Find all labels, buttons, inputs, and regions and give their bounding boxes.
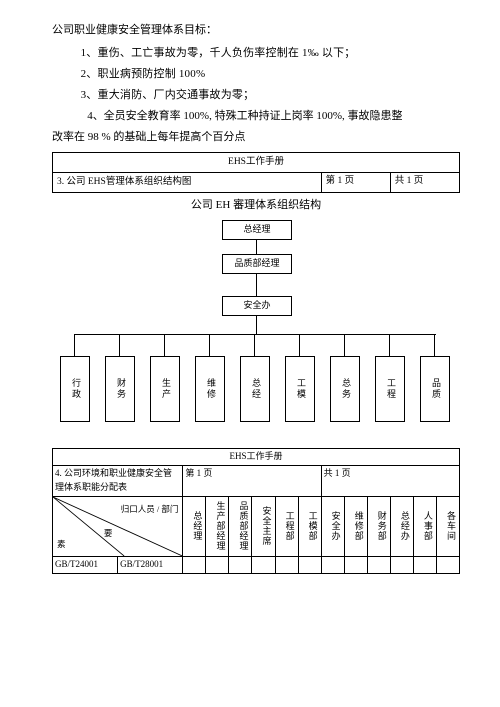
empty-cell	[367, 556, 390, 573]
drop-6	[344, 334, 345, 356]
node-gm: 总经理	[222, 220, 292, 240]
drop-5	[299, 334, 300, 356]
org-chart-title: 公司 EH 審理体系组织结构	[52, 197, 460, 214]
table1-header: EHS工作手册	[53, 153, 460, 173]
objective-continuation: 改率在 98 % 的基础上每年提高个百分点	[52, 129, 460, 146]
gb-1: GB/T24001	[53, 556, 118, 573]
table2-page1: 第 1 页	[183, 465, 321, 496]
bus-line	[74, 334, 436, 335]
col-4: 工程部	[275, 496, 298, 556]
org-chart: 总经理 品质部经理 安全办 行政 财务 生产 维修 总经 工模 总务 工程 品质	[52, 216, 460, 440]
empty-cell	[344, 556, 367, 573]
table2-page2: 共 1 页	[321, 465, 459, 496]
gb-2: GB/T28001	[118, 556, 183, 573]
table-2: EHS工作手册 4. 公司环境和职业健康安全管理体系职能分配表 第 1 页 共 …	[52, 448, 460, 574]
leaf-3: 维修	[195, 356, 225, 422]
col-2: 品质部经理	[229, 496, 252, 556]
table2-label: 4. 公司环境和职业健康安全管理体系职能分配表	[53, 465, 183, 496]
diag-label-top: 归口人员 / 部门	[121, 503, 179, 516]
page-heading: 公司职业健康安全管理体系目标：	[52, 22, 460, 39]
empty-cell	[321, 556, 344, 573]
drop-7	[389, 334, 390, 356]
col-6: 安全办	[321, 496, 344, 556]
empty-cell	[390, 556, 413, 573]
col-9: 总经办	[390, 496, 413, 556]
page-root: 公司职业健康安全管理体系目标： 1、重伤、工亡事故为零，千人负伤率控制在 1‰ …	[0, 0, 500, 707]
col-10: 人事部	[413, 496, 436, 556]
objective-1: 1、重伤、工亡事故为零，千人负伤率控制在 1‰ 以下；	[52, 45, 460, 62]
leaf-4: 总经	[240, 356, 270, 422]
drop-8	[434, 334, 435, 356]
col-3: 安全主席	[252, 496, 275, 556]
table1-page2: 共 1 页	[390, 173, 459, 193]
empty-cell	[275, 556, 298, 573]
empty-cell	[183, 556, 206, 573]
drop-1	[119, 334, 120, 356]
table2-header: EHS工作手册	[53, 448, 460, 465]
col-0: 总经理	[183, 496, 206, 556]
diag-label-bot: 素	[57, 538, 66, 551]
node-qm: 品质部经理	[222, 254, 292, 274]
col-5: 工模部	[298, 496, 321, 556]
drop-2	[164, 334, 165, 356]
empty-cell	[252, 556, 275, 573]
leaf-5: 工模	[285, 356, 315, 422]
empty-cell	[413, 556, 436, 573]
col-1: 生产部经理	[206, 496, 229, 556]
diag-label-mid: 要	[104, 527, 113, 540]
empty-cell	[229, 556, 252, 573]
table1-label: 3. 公司 EHS管理体系组织结构图	[53, 173, 322, 193]
objective-3: 3、重大消防、厂内交通事故为零；	[52, 87, 460, 104]
objective-2: 2、职业病预防控制 100%	[52, 66, 460, 83]
conn-3-bus	[256, 316, 257, 334]
objective-4: 4、全员安全教育率 100%, 特殊工种持证上岗率 100%, 事故隐患整	[52, 108, 460, 125]
table-1: EHS工作手册 3. 公司 EHS管理体系组织结构图 第 1 页 共 1 页	[52, 152, 460, 192]
drop-3	[209, 334, 210, 356]
drop-0	[74, 334, 75, 356]
col-7: 维修部	[344, 496, 367, 556]
col-11: 各车间	[436, 496, 459, 556]
node-safety: 安全办	[222, 296, 292, 316]
empty-cell	[206, 556, 229, 573]
leaf-2: 生产	[150, 356, 180, 422]
col-8: 财务部	[367, 496, 390, 556]
leaf-8: 品质	[420, 356, 450, 422]
empty-cell	[298, 556, 321, 573]
leaf-7: 工程	[375, 356, 405, 422]
conn-1-2	[256, 240, 257, 254]
leaf-6: 总务	[330, 356, 360, 422]
drop-4	[254, 334, 255, 356]
table2-diag-cell: 归口人员 / 部门 要 素	[53, 496, 183, 556]
leaf-0: 行政	[60, 356, 90, 422]
table-2-wrap: EHS工作手册 4. 公司环境和职业健康安全管理体系职能分配表 第 1 页 共 …	[52, 448, 460, 574]
empty-cell	[436, 556, 459, 573]
leaf-1: 财务	[105, 356, 135, 422]
conn-2-3	[256, 274, 257, 296]
table1-page1: 第 1 页	[321, 173, 390, 193]
